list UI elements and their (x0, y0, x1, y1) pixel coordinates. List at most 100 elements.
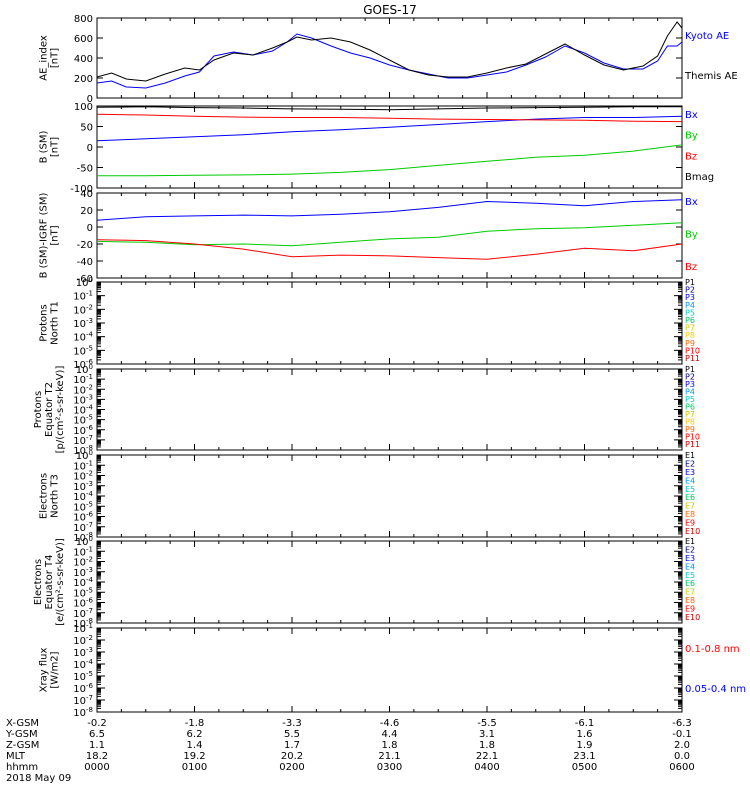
orbit-value: 0300 (377, 762, 402, 773)
y-tick-label: 100 (76, 276, 93, 289)
orbit-value: -1.8 (185, 718, 205, 729)
y-axis-label: Protons (39, 304, 50, 341)
legend-item: P7 (685, 324, 695, 333)
panel-frame (96, 192, 683, 279)
legend-item: E10 (685, 527, 700, 536)
y-tick-label: 800 (74, 14, 93, 25)
y-tick-label: 0 (87, 143, 93, 154)
legend-item: P8 (685, 331, 695, 340)
legend-item: P9 (685, 339, 695, 348)
panel-frame (96, 627, 683, 713)
legend-item: E7 (685, 502, 695, 511)
y-tick-label: 10-2 (73, 303, 93, 316)
legend-item: Bmag (685, 172, 714, 183)
panel-ae: 800 600 400 200 0 AE_index [nT] Kyoto AE Themis … (39, 14, 738, 105)
y-tick-label: 0 (87, 94, 93, 105)
orbit-value: 1.8 (382, 740, 398, 751)
orbit-value: 1.8 (479, 740, 495, 751)
legend-item: P11 (685, 354, 700, 363)
series-line-bx (96, 115, 683, 142)
legend-item: E9 (685, 605, 695, 614)
orbit-value: 23.1 (573, 751, 595, 762)
legend-item: E1 (685, 451, 695, 460)
y-axis-label: [e/(cm²-s-sr-keV)] (55, 538, 66, 626)
legend-item: E1 (685, 537, 695, 546)
legend-item: P5 (685, 395, 695, 404)
legend-item: E10 (685, 613, 700, 622)
figure-title: GOES-17 (363, 3, 417, 17)
orbit-value: 18.2 (86, 751, 108, 762)
legend-item: P10 (685, 346, 700, 355)
y-tick-label: -50 (77, 164, 93, 175)
legend-item: Bz (685, 262, 697, 273)
orbit-value: 6.5 (89, 729, 105, 740)
orbit-value: 2.0 (674, 740, 690, 751)
legend-item: P2 (685, 286, 695, 295)
series-line-bz (96, 239, 683, 260)
y-tick-label: 10-3 (73, 317, 93, 330)
legend-item: E5 (685, 485, 695, 494)
legend-item: Kyoto AE (685, 31, 729, 42)
y-axis-label: North T1 (50, 301, 61, 345)
orbit-row-label: Y-GSM (5, 729, 38, 740)
orbit-value: 0400 (474, 762, 499, 773)
y-tick-label: 50 (80, 123, 93, 134)
y-tick-label: 0 (87, 223, 93, 234)
series-line-by (96, 222, 683, 247)
y-tick-label: 10-1 (73, 290, 93, 303)
panel-frame (96, 454, 683, 538)
y-tick-label: 20 (80, 206, 93, 217)
orbit-value: 1.9 (577, 740, 593, 751)
legend-item: P3 (685, 380, 695, 389)
legend-item: P6 (685, 316, 695, 325)
orbit-value: 0500 (572, 762, 597, 773)
y-axis-label: B (SM) (39, 130, 50, 163)
legend-item: P2 (685, 373, 695, 382)
panel-electrons_t4: 10010-110-210-310-410-510-610-710-8Elect… (33, 535, 700, 630)
y-tick-label: 200 (74, 74, 93, 85)
legend-item: Bx (685, 110, 698, 121)
legend-item: E5 (685, 571, 695, 580)
legend-item: P7 (685, 410, 695, 419)
legend-item: P11 (685, 440, 700, 449)
panel-frame (96, 368, 683, 451)
y-axis-label: Equator T2 (44, 382, 55, 437)
y-axis-label: Xray flux (39, 648, 50, 693)
orbit-value: 19.2 (183, 751, 205, 762)
series-line-by (97, 144, 683, 177)
panel-frame (96, 540, 683, 624)
legend-item: E3 (685, 468, 695, 477)
y-tick-label: 100 (74, 102, 93, 113)
y-axis-label: North T3 (50, 474, 61, 518)
legend-item: Bx (685, 197, 698, 208)
legend-item: E4 (685, 562, 695, 571)
y-tick-label: 10-4 (73, 331, 93, 344)
orbit-value: 0.0 (674, 751, 690, 762)
orbit-value: -4.6 (380, 718, 400, 729)
orbit-value: -6.1 (575, 718, 595, 729)
orbit-value: 22.1 (476, 751, 498, 762)
y-tick-label: -20 (77, 240, 93, 251)
legend-item: P1 (685, 278, 695, 287)
orbit-value: -3.3 (282, 718, 302, 729)
y-tick-label: -60 (77, 274, 93, 285)
orbit-value: 0000 (84, 762, 109, 773)
orbit-value: 5.5 (284, 729, 300, 740)
legend-item: P5 (685, 308, 695, 317)
legend-item: E3 (685, 554, 695, 563)
orbit-value: -5.5 (477, 718, 497, 729)
orbit-value: 1.7 (284, 740, 300, 751)
orbit-value: 4.4 (382, 729, 398, 740)
y-axis-label: Electrons (33, 559, 44, 605)
y-tick-label: 40 (80, 189, 93, 200)
legend-item: P3 (685, 293, 695, 302)
legend-item: E6 (685, 579, 695, 588)
date-label: 2018 May 09 (6, 773, 71, 784)
legend-item: E6 (685, 493, 695, 502)
orbit-value: -0.1 (672, 729, 692, 740)
series-line-kyoto-ae (96, 33, 683, 89)
y-axis-label: AE_index (39, 35, 50, 81)
orbit-row-label: Z-GSM (6, 740, 39, 751)
